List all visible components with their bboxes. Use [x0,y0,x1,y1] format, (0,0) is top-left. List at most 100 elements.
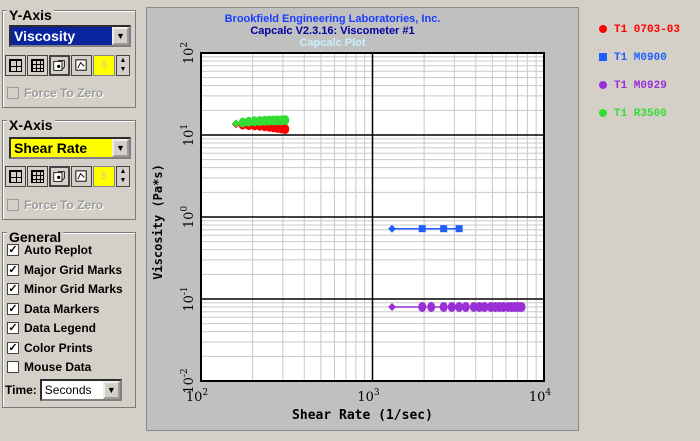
x-axis-label: Shear Rate (1/sec) [292,408,433,423]
y-axis-select[interactable]: Viscosity ▼ [9,25,131,47]
spin-down-icon[interactable]: ▼ [119,176,127,184]
x-scale-button[interactable] [71,165,92,187]
data-point [427,301,436,312]
plot-canvas[interactable]: Brookfield Engineering Laboratories, Inc… [147,8,578,430]
general-option-checkbox[interactable]: ✓ Auto Replot [7,243,92,257]
general-option-label: Color Prints [24,340,93,355]
chevron-down-icon[interactable]: ▼ [112,27,129,45]
circle-marker-icon [599,25,607,33]
scale-icon [75,58,87,71]
general-option-checkbox[interactable]: Mouse Data [7,360,91,374]
time-select[interactable]: Seconds ▼ [39,379,122,401]
legend-item: T1 R3500 [599,108,667,120]
general-option-checkbox[interactable]: ✓ Minor Grid Marks [7,282,123,296]
legend-label: T1 R3500 [614,108,667,120]
general-option-checkbox[interactable]: ✓ Color Prints [7,341,93,355]
data-series [388,301,526,312]
legend-item: T1 0703-03 [599,24,681,36]
legend-item: T1 M0929 [599,80,667,92]
x-decimal-spinner[interactable]: ▲ ▼ [116,165,130,187]
chart-title-line: Capcalc Plot [299,37,365,49]
checkbox-box[interactable] [7,87,19,99]
chart-title-line: Capcalc V2.3.16: Viscometer #1 [250,25,414,37]
x-force-zero-label: Force To Zero [24,198,104,212]
chevron-down-icon[interactable]: ▼ [112,139,129,157]
spin-up-icon[interactable]: ▲ [119,167,127,175]
check-icon[interactable]: ✓ [7,283,19,295]
data-point [281,124,290,135]
general-option-label: Minor Grid Marks [24,282,123,296]
data-point [238,117,247,128]
x-axis-title: X-Axis [7,117,55,133]
y-tick-label: 100 [180,206,197,229]
data-point [447,301,456,312]
x-axis-toolbar: 5 ▲ ▼ [5,165,130,187]
chevron-down-icon[interactable]: ▼ [102,381,120,399]
x-tick-label: 103 [357,388,380,405]
paint-icon [53,170,65,182]
data-point [388,224,397,233]
data-point [455,301,464,312]
general-option-checkbox[interactable]: ✓ Major Grid Marks [7,263,122,277]
x-axis-select[interactable]: Shear Rate ▼ [9,137,131,159]
grid-icon [9,169,22,183]
spin-down-icon[interactable]: ▼ [119,65,127,73]
x-major-grid-button[interactable] [5,165,26,187]
spin-up-icon[interactable]: ▲ [119,56,127,64]
y-axis-title: Y-Axis [7,7,54,23]
circle-marker-icon [599,109,607,117]
check-icon[interactable]: ✓ [7,341,19,354]
general-option-label: Major Grid Marks [24,262,123,277]
legend-label: T1 M0929 [614,80,667,92]
legend-label: T1 M0900 [614,52,667,64]
general-option-label: Mouse Data [24,360,92,374]
y-axis-select-value: Viscosity [14,28,76,44]
data-point [232,119,241,128]
check-icon[interactable]: ✓ [7,302,19,315]
y-major-grid-button[interactable] [5,54,26,76]
y-paint-button[interactable] [49,54,70,76]
general-group: General ✓ Auto Replot ✓ Major Grid Marks ✓ Mi… [2,229,136,408]
x-axis-group: X-Axis Shear Rate ▼ 5 ▲ ▼ Force To Zero [2,117,136,220]
checkbox-box[interactable] [7,361,19,373]
y-axis-label: Viscosity (Pa*s) [151,164,165,280]
x-tick-label: 102 [186,388,208,405]
y-tick-label: 10-1 [180,286,197,311]
grid-icon [31,58,44,72]
check-icon[interactable]: ✓ [7,244,19,256]
x-axis-select-value: Shear Rate [14,140,88,156]
checkbox-box[interactable] [7,199,19,211]
data-point [388,302,397,311]
y-force-zero-checkbox[interactable]: Force To Zero [7,86,103,100]
y-tick-label: 101 [180,124,197,146]
general-option-checkbox[interactable]: ✓ Data Legend [7,321,96,335]
grid-icon [9,58,22,72]
y-decimal-spin-value[interactable]: 5 [93,54,115,76]
chart-title-line: Brookfield Engineering Laboratories, Inc… [225,13,441,25]
y-decimal-spinner[interactable]: ▲ ▼ [116,54,130,76]
check-icon[interactable]: ✓ [7,322,19,334]
legend-label: T1 0703-03 [614,24,681,36]
general-option-checkbox[interactable]: ✓ Data Markers [7,302,99,316]
y-tick-label: 10-2 [180,368,197,393]
time-row: Time: Seconds ▼ [5,379,122,401]
y-tick-label: 102 [180,42,197,64]
scale-icon [75,169,87,182]
general-option-label: Data Markers [24,301,100,316]
x-paint-button[interactable] [49,165,70,187]
data-point [418,301,427,312]
y-axis-toolbar: 5 ▲ ▼ [5,54,130,76]
x-minor-grid-button[interactable] [27,165,48,187]
paint-icon [53,59,65,71]
check-icon[interactable]: ✓ [7,263,19,276]
y-minor-grid-button[interactable] [27,54,48,76]
circle-marker-icon [599,81,607,89]
plot-border [200,52,545,382]
data-point [440,225,448,233]
y-scale-button[interactable] [71,54,92,76]
general-option-label: Auto Replot [24,243,92,257]
data-series [388,224,463,233]
legend-item: T1 M0900 [599,52,667,64]
x-force-zero-checkbox[interactable]: Force To Zero [7,198,103,212]
x-decimal-spin-value[interactable]: 5 [93,165,115,187]
